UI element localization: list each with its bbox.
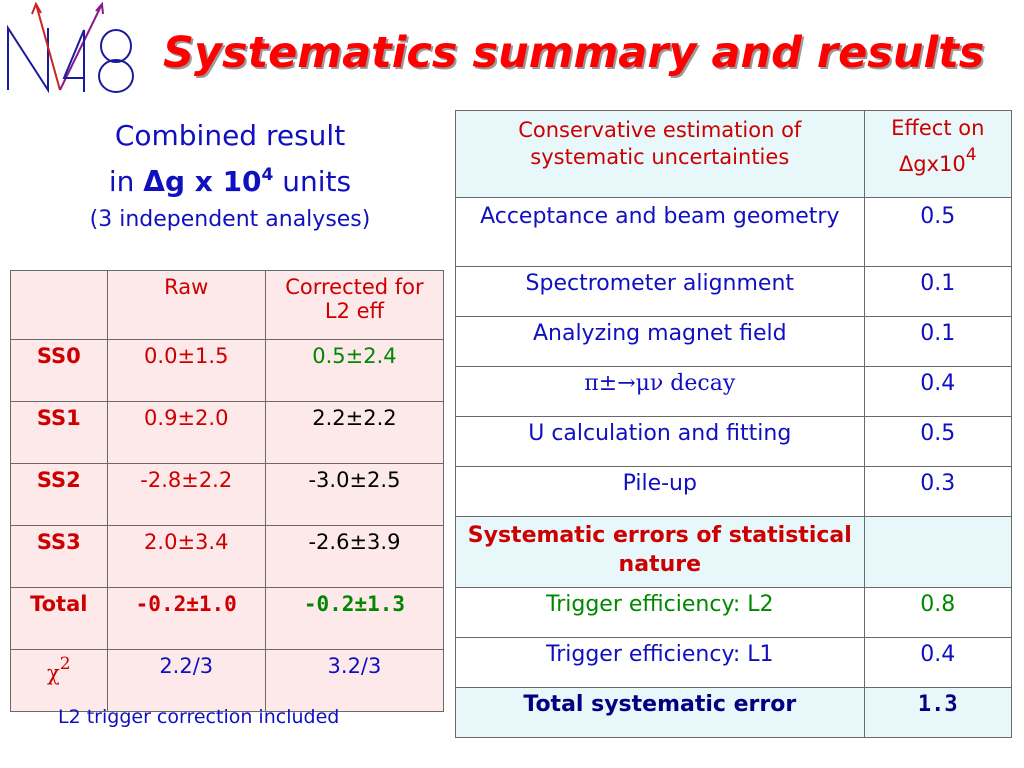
systematic-value: 0.8 [863,587,1013,638]
delta-g-quantity: Δg x 104 [143,165,273,198]
row-label: SS0 [10,339,108,402]
statistical-subheader: Systematic errors of statistical nature [455,516,865,588]
combined-line2-post: units [273,165,352,198]
table-row: π±→μν decay 0.4 [455,366,1013,417]
systematic-label: Acceptance and beam geometry [455,197,865,267]
table-row: SS3 2.0±3.4 -2.6±3.9 [10,525,445,588]
corrected-value: 2.2±2.2 [264,401,445,464]
combined-line2: in Δg x 104 units [30,154,430,203]
row-label: SS3 [10,525,108,588]
statistical-subheader-empty [863,516,1013,588]
raw-value: 2.2/3 [106,649,266,712]
chi-symbol: χ [47,661,60,685]
total-row: Total -0.2±1.0 -0.2±1.3 [10,587,445,650]
systematics-header-row: Conservative estimation of systematic un… [455,110,1013,198]
systematic-label: π±→μν decay [455,366,865,417]
systematics-table: Conservative estimation of systematic un… [455,110,1013,738]
table-row: Acceptance and beam geometry 0.5 [455,197,1013,267]
header-cell-empty [10,270,108,340]
systematic-value: 0.5 [863,197,1013,267]
row-label: SS2 [10,463,108,526]
systematic-value: 0.1 [863,316,1013,367]
row-label: Total [10,587,108,650]
systematic-label: Trigger efficiency: L1 [455,637,865,688]
chi-exponent: 2 [59,654,71,674]
l2-correction-note: L2 trigger correction included [58,706,340,728]
raw-value: 0.9±2.0 [106,401,266,464]
table-row: U calculation and fitting 0.5 [455,416,1013,467]
corrected-value: 3.2/3 [264,649,445,712]
delta-g-text: Δg x 10 [143,165,262,198]
page-title: Systematics summary and results [163,28,985,78]
total-systematic-row: Total systematic error 1.3 [455,687,1013,738]
raw-value: 0.0±1.5 [106,339,266,402]
statistical-subheader-row: Systematic errors of statistical nature [455,516,1013,588]
systematic-label: Trigger efficiency: L2 [455,587,865,638]
table-row: SS0 0.0±1.5 0.5±2.4 [10,339,445,402]
raw-value: -2.8±2.2 [106,463,266,526]
corrected-value: -0.2±1.3 [264,587,445,650]
combined-line2-pre: in [108,165,144,198]
systematic-value: 0.5 [863,416,1013,467]
table-row: Pile-up 0.3 [455,466,1013,517]
systematic-value: 0.3 [863,466,1013,517]
corrected-value: -3.0±2.5 [264,463,445,526]
header-cell-corrected: Corrected for L2 eff [264,270,445,340]
systematic-label: Analyzing magnet field [455,316,865,367]
header-effect: Effect on Δgx104 [863,110,1013,198]
header-effect-text: Effect on Δgx10 [891,116,985,176]
table-row: Trigger efficiency: L1 0.4 [455,637,1013,688]
total-systematic-value: 1.3 [863,687,1013,738]
delta-g-exponent: 4 [261,165,274,185]
table-header-row: Raw Corrected for L2 eff [10,270,445,340]
table-row: Spectrometer alignment 0.1 [455,266,1013,317]
na48-logo [7,1,134,94]
systematic-value: 0.4 [863,637,1013,688]
corrected-value: -2.6±3.9 [264,525,445,588]
raw-value: -0.2±1.0 [106,587,266,650]
combined-result-caption: Combined result in Δg x 104 units (3 ind… [30,118,430,237]
systematic-label: U calculation and fitting [455,416,865,467]
systematic-label: Spectrometer alignment [455,266,865,317]
header-effect-exponent: 4 [965,145,977,165]
raw-value: 2.0±3.4 [106,525,266,588]
systematic-value: 0.1 [863,266,1013,317]
row-label: SS1 [10,401,108,464]
table-row: Analyzing magnet field 0.1 [455,316,1013,367]
table-row: SS2 -2.8±2.2 -3.0±2.5 [10,463,445,526]
header-cell-raw: Raw [106,270,266,340]
header-systematic-uncertainties: Conservative estimation of systematic un… [455,110,865,198]
systematic-label: Pile-up [455,466,865,517]
combined-line1: Combined result [114,119,346,152]
combined-line3: (3 independent analyses) [89,207,371,232]
combined-results-table: Raw Corrected for L2 eff SS0 0.0±1.5 0.5… [10,270,445,712]
table-row: Trigger efficiency: L2 0.8 [455,587,1013,638]
chi-square-label: χ2 [10,649,108,712]
chi-square-row: χ2 2.2/3 3.2/3 [10,649,445,712]
total-systematic-label: Total systematic error [455,687,865,738]
corrected-value: 0.5±2.4 [264,339,445,402]
table-row: SS1 0.9±2.0 2.2±2.2 [10,401,445,464]
systematic-value: 0.4 [863,366,1013,417]
